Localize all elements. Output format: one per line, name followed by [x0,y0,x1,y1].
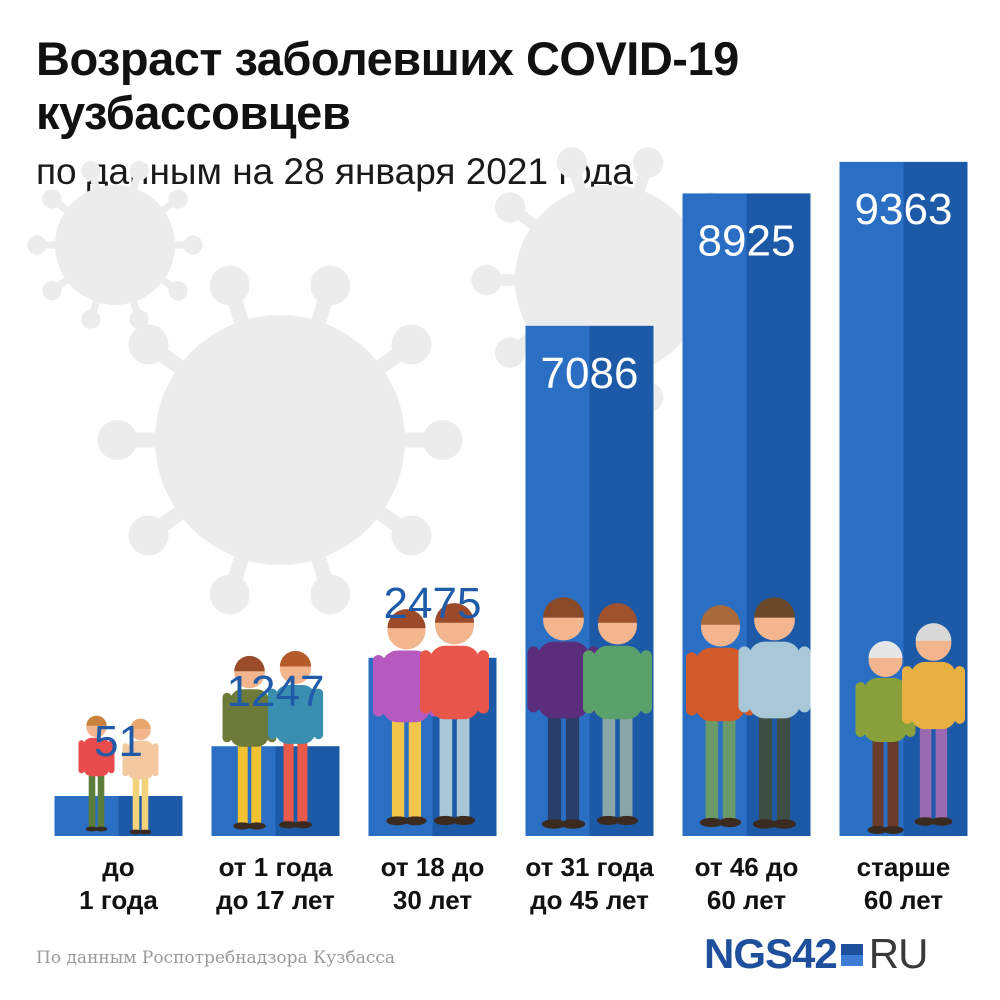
brand-logo-suffix: RU [868,930,929,977]
bar [54,796,183,836]
person-illustration [420,603,489,826]
value-label: 8925 [698,216,796,265]
bar [682,193,811,836]
category-label: до 45 лет [530,885,649,915]
person-illustration [738,597,811,829]
brand-square-icon [840,944,863,966]
category-label: 60 лет [707,885,786,915]
virus-icon [97,265,463,615]
category-label: до 17 лет [216,885,335,915]
person-illustration [583,603,652,826]
person-illustration [902,623,965,826]
value-label: 9363 [855,185,953,234]
people-illustrations [78,597,965,835]
value-label: 1247 [227,667,325,716]
category-label: до [102,852,134,882]
category-label: 30 лет [393,885,472,915]
category-label: 60 лет [864,885,943,915]
category-label: от 1 года [219,852,333,882]
category-label: от 31 года [525,852,654,882]
person-illustration [78,715,115,832]
category-label: старше [857,852,951,882]
person-illustration [372,609,441,826]
brand-logo: NGS42 RU [704,930,929,978]
person-illustration [855,641,916,834]
source-note: По данным Роспотребнадзора Кузбасса [36,948,396,968]
category-label: от 46 до [695,852,799,882]
bar [211,746,340,836]
category-label: от 18 до [381,852,485,882]
value-label: 2475 [384,579,482,628]
virus-icon [27,161,203,329]
brand-logo-text: NGS42 [704,930,838,977]
bar [525,325,654,836]
value-labels: 51 1247 2475 7086 8925 9363 [94,185,952,766]
person-illustration [267,650,324,829]
person-illustration [527,597,600,829]
category-label: 1 года [79,885,158,915]
value-label: 51 [94,717,143,766]
chart-title: Возраст заболевших COVID-19 кузбассовцев [36,32,739,139]
person-illustration [122,718,159,835]
value-label: 7086 [541,349,639,398]
